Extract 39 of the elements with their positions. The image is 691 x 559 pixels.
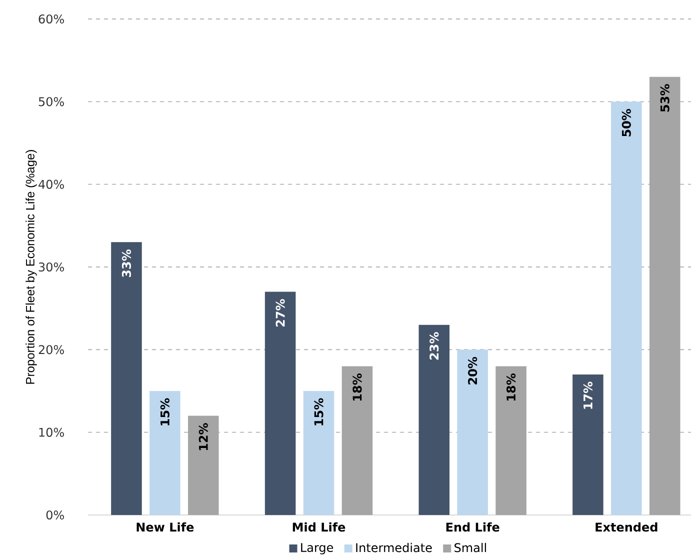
bar <box>496 366 526 515</box>
data-label: 23% <box>430 332 439 360</box>
data-label: 50% <box>622 108 631 136</box>
data-label: 15% <box>160 398 170 426</box>
data-label: 53% <box>660 84 670 112</box>
y-tick-label: 20% <box>38 345 64 354</box>
data-label: 20% <box>468 356 478 384</box>
x-tick-label: New Life <box>136 522 194 532</box>
y-tick-label: 60% <box>38 14 64 24</box>
data-label: 17% <box>583 382 592 409</box>
y-axis-title: Proportion of Fleet by Economic Life (%age) <box>26 150 37 384</box>
data-label: 27% <box>276 299 285 327</box>
data-label: 33% <box>122 249 131 278</box>
x-tick-label: End Life <box>446 522 500 532</box>
legend-label: Large <box>301 543 334 554</box>
legend-label: Intermediate <box>356 542 432 552</box>
data-label: 12% <box>198 423 208 450</box>
bar <box>188 416 219 515</box>
legend-label: Small <box>454 542 486 552</box>
bar <box>649 76 680 515</box>
bar <box>611 102 642 515</box>
bar <box>572 374 604 515</box>
y-tick-label: 10% <box>39 428 64 437</box>
x-tick-label: Mid Life <box>292 522 346 532</box>
bar <box>264 292 296 515</box>
y-tick-label: 30% <box>38 262 64 272</box>
y-tick-label: 0% <box>46 510 64 520</box>
data-label: 18% <box>352 373 362 400</box>
bar <box>111 242 142 515</box>
bar <box>418 324 450 515</box>
y-tick-label: 50% <box>38 97 64 106</box>
bar <box>342 366 373 515</box>
x-tick-label: Extended <box>596 522 658 532</box>
bar <box>150 390 180 515</box>
y-tick-label: 40% <box>38 180 64 189</box>
data-label: 15% <box>314 398 324 426</box>
data-label: 18% <box>506 373 516 400</box>
bar <box>457 350 488 515</box>
bar <box>303 390 334 515</box>
